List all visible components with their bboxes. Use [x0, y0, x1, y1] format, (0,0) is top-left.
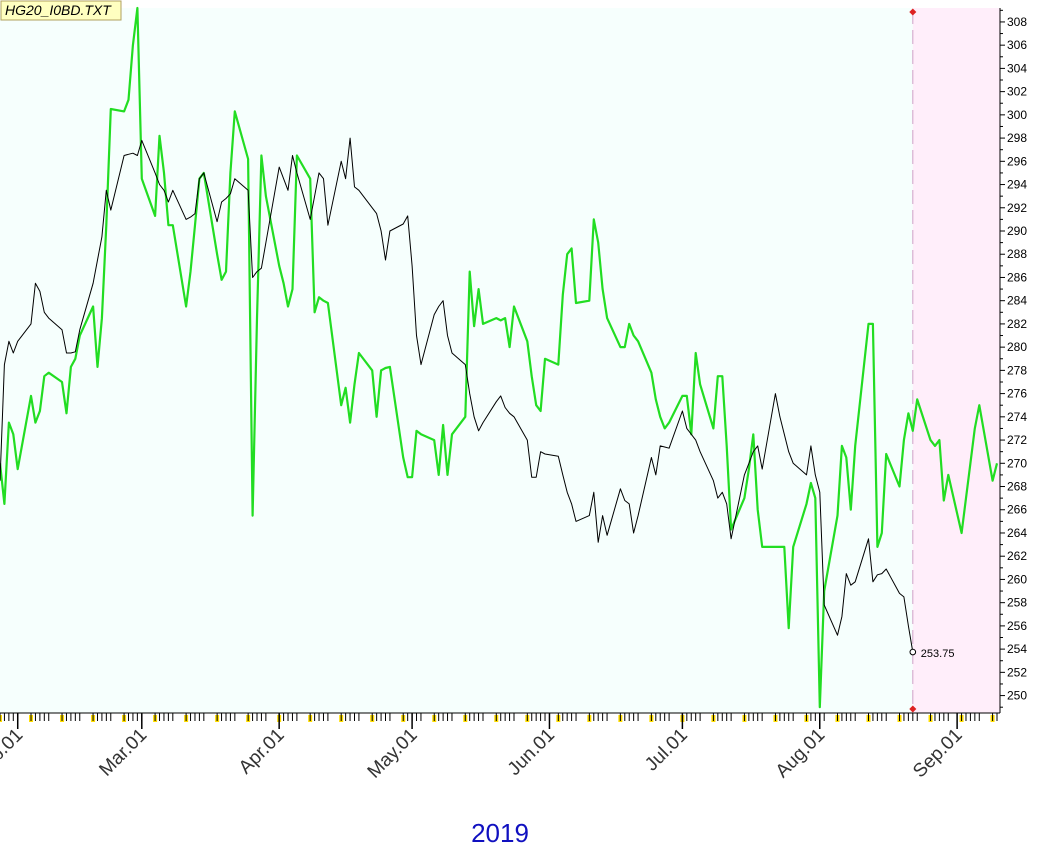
y-tick-label: 272 — [1007, 433, 1027, 447]
y-tick-label: 264 — [1007, 526, 1027, 540]
chart-title: HG20_I0BD.TXT — [5, 2, 112, 18]
x-tick-label: Jun.01 — [504, 725, 559, 780]
y-tick-label: 262 — [1007, 549, 1027, 563]
y-tick-label: 308 — [1007, 15, 1027, 29]
y-tick-label: 300 — [1007, 108, 1027, 122]
y-tick-label: 270 — [1007, 456, 1027, 470]
x-tick-label: Jul.01 — [641, 725, 692, 776]
indicator-line — [0, 6, 999, 709]
y-tick-label: 306 — [1007, 38, 1027, 52]
y-tick-label: 268 — [1007, 480, 1027, 494]
x-tick-label: Mar.01 — [95, 725, 151, 781]
title-box: HG20_I0BD.TXT — [0, 0, 122, 21]
week-marker — [0, 715, 2, 722]
y-tick-label: 278 — [1007, 363, 1027, 377]
price-line — [0, 137, 914, 653]
y-tick-label: 296 — [1007, 154, 1027, 168]
y-tick-label: 298 — [1007, 131, 1027, 145]
y-tick-label: 250 — [1007, 689, 1027, 703]
y-axis: 250 252 254 256 258 260 262 264 266 268 270 272 274 2… — [999, 8, 1027, 713]
y-tick-label: 282 — [1007, 317, 1027, 331]
x-tick-label: Aug.01 — [772, 725, 829, 782]
y-tick-label: 280 — [1007, 340, 1027, 354]
y-tick-label: 288 — [1007, 247, 1027, 261]
last-value-label: 253.75 — [921, 648, 955, 660]
y-tick-label: 284 — [1007, 294, 1027, 308]
x-tick-label: Feb.01 — [0, 725, 27, 782]
y-tick-label: 286 — [1007, 270, 1027, 284]
divider-marker — [909, 8, 917, 16]
x-tick-label: Sep.01 — [909, 725, 966, 782]
y-tick-label: 256 — [1007, 619, 1027, 633]
y-tick-label: 290 — [1007, 224, 1027, 238]
y-tick-label: 292 — [1007, 201, 1027, 215]
y-tick-label: 252 — [1007, 665, 1027, 679]
y-tick-label: 266 — [1007, 503, 1027, 517]
divider-markers — [909, 8, 917, 713]
y-tick-label: 260 — [1007, 572, 1027, 586]
x-tick-label: May.01 — [364, 725, 422, 783]
x-axis-label: 2019 — [471, 818, 529, 848]
last-value-marker — [909, 648, 917, 656]
plot-background — [0, 8, 1000, 713]
x-axis: Feb.01 Mar.01 Apr.01 May.01 Jun.01 Jul.01 Aug.… — [0, 712, 1000, 783]
y-tick-label: 274 — [1007, 410, 1027, 424]
y-tick-label: 302 — [1007, 85, 1027, 99]
y-tick-label: 304 — [1007, 61, 1027, 75]
y-tick-label: 294 — [1007, 178, 1027, 192]
series-layer: 253.75 — [0, 6, 999, 709]
divider-marker — [909, 705, 917, 713]
future-shaded-region — [912, 8, 1000, 713]
x-tick-label: Apr.01 — [235, 725, 289, 779]
y-tick-label: 254 — [1007, 642, 1027, 656]
y-tick-label: 276 — [1007, 387, 1027, 401]
y-tick-label: 258 — [1007, 596, 1027, 610]
